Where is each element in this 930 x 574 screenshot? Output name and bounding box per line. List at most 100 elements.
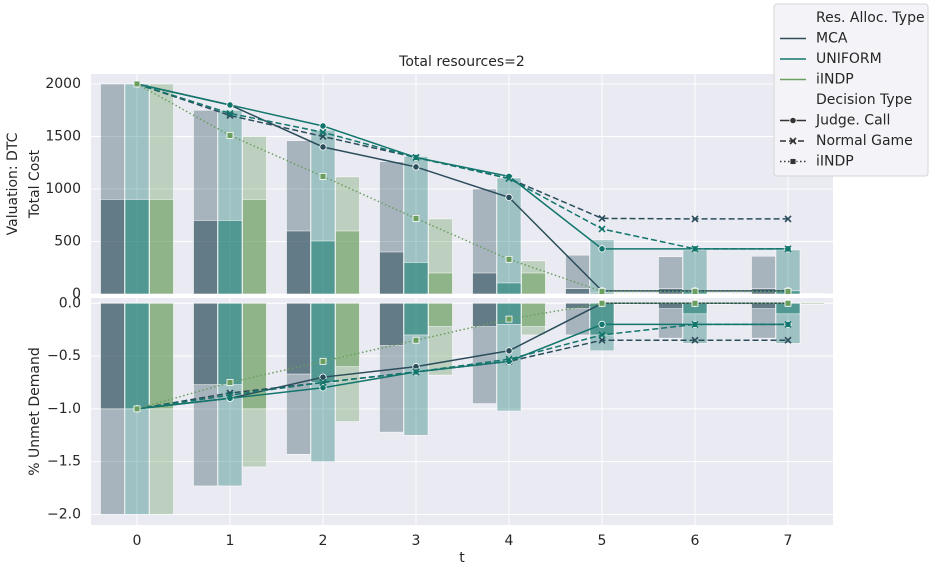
bar-inner [310, 303, 336, 383]
legend-label: UNIFORM [816, 51, 882, 67]
line [136, 83, 788, 293]
line [136, 323, 788, 410]
marker [598, 336, 606, 344]
marker [789, 137, 797, 145]
bar-inner [124, 303, 150, 410]
marker [789, 158, 797, 165]
legend-label: iINDP [816, 154, 854, 170]
legend-box [773, 3, 929, 177]
bar-outer [682, 249, 708, 295]
marker [226, 132, 234, 139]
x-tick-label: 5 [598, 533, 607, 549]
y-tick-label: −1.0 [47, 401, 81, 417]
bar-inner [286, 303, 311, 375]
marker [412, 163, 420, 171]
marker [412, 153, 420, 162]
y-tick-label: −0.5 [47, 348, 81, 364]
marker [133, 405, 141, 413]
marker [505, 174, 513, 183]
x-tick-label: 7 [784, 533, 793, 549]
marker [226, 391, 234, 399]
marker [784, 320, 792, 328]
bar-inner [800, 293, 825, 295]
marker [691, 336, 699, 344]
legend-label: Normal Game [816, 133, 913, 149]
marker [412, 368, 420, 376]
legend-label: iINDP [816, 72, 854, 88]
line [136, 83, 788, 292]
marker [412, 214, 420, 222]
line [136, 302, 788, 410]
marker [133, 80, 141, 88]
marker [505, 355, 513, 363]
marker [691, 299, 699, 307]
marker [319, 357, 327, 365]
bar-inner [428, 303, 453, 327]
marker [598, 225, 606, 233]
legend-title: Res. Alloc. Type [816, 10, 925, 26]
bar-inner [800, 303, 825, 305]
marker [319, 172, 327, 180]
bar-inner [565, 288, 590, 295]
marker [319, 384, 327, 392]
x-tick-label: 3 [412, 533, 421, 549]
y-axis-label: Valuation: DTC [5, 132, 21, 235]
bar-inner [707, 293, 732, 295]
marker [412, 336, 420, 344]
bar-inner [124, 199, 150, 295]
marker [505, 255, 513, 263]
bar-outer [775, 249, 801, 295]
bar-inner [193, 220, 218, 295]
marker [598, 299, 606, 307]
marker [505, 315, 513, 323]
bar-outer [751, 255, 776, 295]
bar-inner [379, 251, 404, 295]
bar-inner [658, 303, 683, 309]
legend-label: Judge. Call [815, 113, 890, 129]
bar-inner [100, 199, 125, 295]
bar-inner [472, 303, 497, 327]
y-tick-label: 0 [72, 286, 81, 302]
marker [691, 245, 699, 253]
marker [226, 101, 234, 109]
line [136, 83, 788, 250]
marker [319, 143, 327, 151]
bar-inner [242, 199, 267, 295]
x-tick-label: 2 [319, 533, 328, 549]
bar-inner [614, 293, 639, 295]
y-tick-label: 2000 [45, 76, 81, 92]
y-tick-label: 500 [54, 233, 81, 249]
bar-inner [751, 303, 776, 309]
bar-outer [658, 303, 683, 339]
bar-inner [403, 262, 429, 295]
bar-inner [193, 303, 218, 385]
marker [598, 287, 606, 295]
x-tick-label: 6 [691, 533, 700, 549]
marker [784, 245, 792, 253]
x-tick-label: 0 [133, 533, 142, 549]
marker [319, 128, 327, 136]
bar-inner [217, 220, 243, 295]
bar-inner [217, 303, 243, 385]
y-axis-label: % Unmet Demand [27, 347, 43, 475]
marker [784, 299, 792, 307]
bar-inner [100, 303, 125, 410]
y-tick-label: 0.0 [59, 295, 81, 311]
x-axis-label: t [459, 550, 465, 566]
line [136, 83, 788, 250]
marker [226, 379, 234, 386]
marker [598, 331, 606, 339]
bar-inner [335, 230, 360, 295]
legend-title: Decision Type [816, 92, 912, 108]
marker [319, 378, 327, 387]
bar-inner [496, 303, 522, 325]
chart-title: Total resources=2 [398, 54, 525, 70]
marker [691, 320, 699, 328]
marker [691, 215, 699, 223]
marker [598, 214, 606, 222]
y-tick-label: −2.0 [47, 506, 81, 522]
marker [784, 336, 792, 344]
marker [598, 320, 606, 328]
bar-inner [149, 199, 174, 295]
